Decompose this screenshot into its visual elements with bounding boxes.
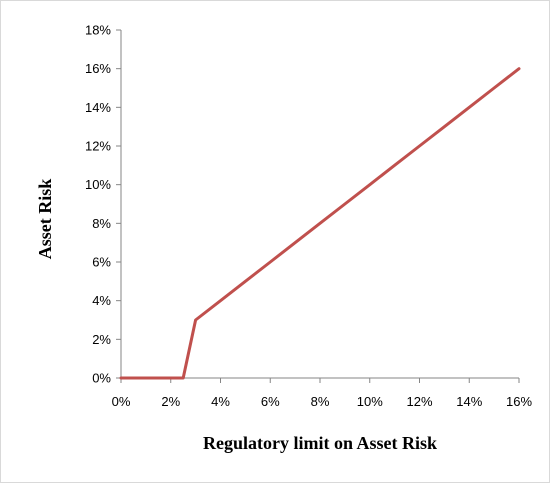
series-line xyxy=(119,67,521,380)
y-tick-label: 14% xyxy=(85,100,111,115)
x-tick-label: 12% xyxy=(406,394,432,409)
y-tick-label: 2% xyxy=(92,332,111,347)
axes xyxy=(116,29,520,383)
x-tick-label: 6% xyxy=(261,394,280,409)
x-tick-label: 14% xyxy=(456,394,482,409)
x-tick-label: 4% xyxy=(211,394,230,409)
x-axis-title: Regulatory limit on Asset Risk xyxy=(203,433,437,453)
y-tick-label: 6% xyxy=(92,255,111,270)
y-axis-title: Asset Risk xyxy=(35,179,55,260)
y-tick-label: 0% xyxy=(92,371,111,386)
x-tick-label: 2% xyxy=(161,394,180,409)
x-tick-labels: 0% 2% 4% 6% 8% 10% 12% 14% 16% xyxy=(112,394,533,409)
x-tick-label: 8% xyxy=(311,394,330,409)
x-tick-label: 10% xyxy=(357,394,383,409)
x-tick-label: 0% xyxy=(112,394,131,409)
y-tick-label: 4% xyxy=(92,293,111,308)
y-tick-labels: 0% 2% 4% 6% 8% 10% 12% 14% 16% 18% xyxy=(85,23,111,386)
y-tick-label: 10% xyxy=(85,177,111,192)
y-tick-label: 18% xyxy=(85,23,111,38)
series-layer xyxy=(119,67,521,380)
y-tick-label: 8% xyxy=(92,216,111,231)
y-tick-label: 12% xyxy=(85,139,111,154)
x-tick-label: 16% xyxy=(506,394,532,409)
y-tick-label: 16% xyxy=(85,61,111,76)
